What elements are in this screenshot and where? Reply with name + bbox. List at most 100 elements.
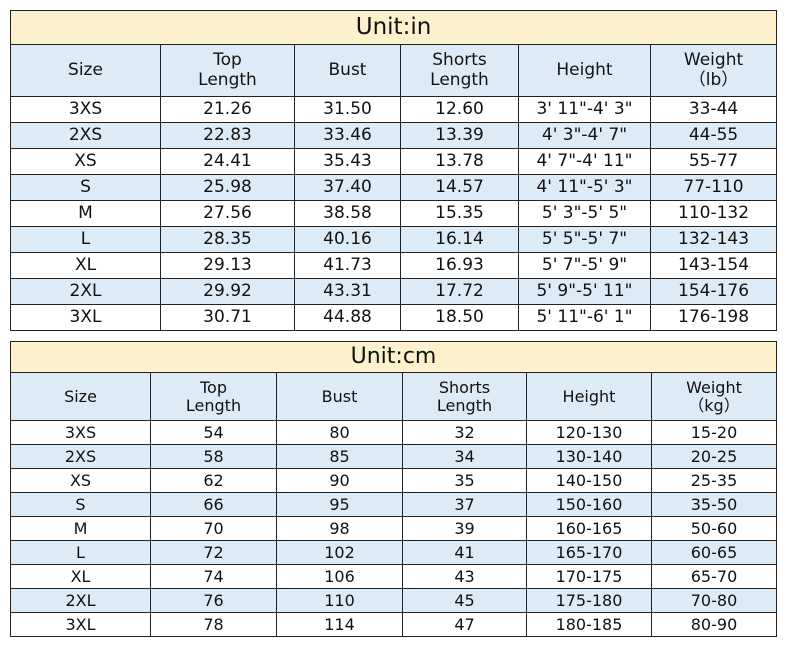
column-header: Weight （kg） <box>650 372 778 421</box>
table-row: 2XS 22.83 33.46 13.39 4' 3"-4' 7" 44-55 <box>10 122 778 149</box>
table-cell: 120-130 <box>526 420 652 445</box>
table-cell: 3XL <box>10 304 161 331</box>
table-cell: 4' 11"-5' 3" <box>518 174 651 201</box>
table-cell: 21.26 <box>160 96 295 123</box>
table-cell: 3XS <box>10 96 161 123</box>
table-cell: 85 <box>276 444 403 469</box>
table-cell: 110-132 <box>649 200 778 227</box>
table-cell: 55-77 <box>649 148 778 175</box>
table-cell: 95 <box>276 492 403 517</box>
table-cell: 25.98 <box>160 174 295 201</box>
table-cell: 5' 11"-6' 1" <box>518 304 651 331</box>
table-row: 3XS 54 80 32 120-130 15-20 <box>10 420 778 445</box>
table-cell: 13.78 <box>400 148 519 175</box>
table-cell: 140-150 <box>526 468 652 493</box>
table-cell: 25-35 <box>650 468 778 493</box>
table-cell: 114 <box>276 612 403 637</box>
table-cell: 3XS <box>10 420 151 445</box>
table-cell: 70-80 <box>650 588 778 613</box>
table-row: S 66 95 37 150-160 35-50 <box>10 492 778 517</box>
table-row: L 28.35 40.16 16.14 5' 5"-5' 7" 132-143 <box>10 226 778 253</box>
table-row: L 72 102 41 165-170 60-65 <box>10 540 778 565</box>
table-cell: 30.71 <box>160 304 295 331</box>
table-row: XS 24.41 35.43 13.78 4' 7"-4' 11" 55-77 <box>10 148 778 175</box>
table-cell: 4' 3"-4' 7" <box>518 122 651 149</box>
table-cell: 3XL <box>10 612 151 637</box>
table-cell: 5' 5"-5' 7" <box>518 226 651 253</box>
column-header: Weight （lb） <box>649 44 778 97</box>
column-header: Bust <box>276 372 403 421</box>
size-table-cm: Unit:cm Size Top Length Bust Shorts Length He… <box>9 341 778 637</box>
table-cell: 45 <box>402 588 527 613</box>
table-cell: 2XL <box>10 278 161 305</box>
column-header: Height <box>526 372 652 421</box>
table-cell: 37.40 <box>294 174 401 201</box>
header-row: Size Top Length Bust Shorts Length Height Wei… <box>10 372 778 421</box>
table-cell: 70 <box>150 516 277 541</box>
column-header: Bust <box>294 44 401 97</box>
table-title: Unit:cm <box>9 341 778 373</box>
table-cell: 43 <box>402 564 527 589</box>
table-cell: 15.35 <box>400 200 519 227</box>
table-cell: 130-140 <box>526 444 652 469</box>
table-cell: 65-70 <box>650 564 778 589</box>
table-cell: 40.16 <box>294 226 401 253</box>
table-cell: 176-198 <box>649 304 778 331</box>
table-cell: 62 <box>150 468 277 493</box>
table-row: 2XL 29.92 43.31 17.72 5' 9"-5' 11" 154-176 <box>10 278 778 305</box>
table-cell: 28.35 <box>160 226 295 253</box>
table-cell: L <box>10 540 151 565</box>
table-cell: 15-20 <box>650 420 778 445</box>
table-cell: 35 <box>402 468 527 493</box>
table-cell: 16.93 <box>400 252 519 279</box>
table-cell: 35.43 <box>294 148 401 175</box>
table-cell: 106 <box>276 564 403 589</box>
column-header: Height <box>518 44 651 97</box>
column-header: Size <box>10 44 161 97</box>
table-cell: 33-44 <box>649 96 778 123</box>
table-cell: 58 <box>150 444 277 469</box>
table-cell: 80 <box>276 420 403 445</box>
table-cell: 2XS <box>10 444 151 469</box>
table-cell: 29.92 <box>160 278 295 305</box>
table-row: XL 29.13 41.73 16.93 5' 7"-5' 9" 143-154 <box>10 252 778 279</box>
table-cell: 24.41 <box>160 148 295 175</box>
table-cell: 39 <box>402 516 527 541</box>
table-cell: 32 <box>402 420 527 445</box>
table-row: XS 62 90 35 140-150 25-35 <box>10 468 778 493</box>
table-cell: 14.57 <box>400 174 519 201</box>
table-cell: 60-65 <box>650 540 778 565</box>
table-cell: 78 <box>150 612 277 637</box>
table-cell: 20-25 <box>650 444 778 469</box>
table-cell: XL <box>10 564 151 589</box>
table-cell: 35-50 <box>650 492 778 517</box>
column-header: Size <box>10 372 151 421</box>
table-cell: 2XL <box>10 588 151 613</box>
table-cell: 50-60 <box>650 516 778 541</box>
column-header: Top Length <box>150 372 277 421</box>
table-cell: 34 <box>402 444 527 469</box>
table-cell: 38.58 <box>294 200 401 227</box>
table-title-row: Unit:in <box>9 10 778 45</box>
table-cell: 154-176 <box>649 278 778 305</box>
table-cell: 72 <box>150 540 277 565</box>
table-row: 2XS 58 85 34 130-140 20-25 <box>10 444 778 469</box>
table-cell: 102 <box>276 540 403 565</box>
table-cell: 132-143 <box>649 226 778 253</box>
table-cell: 17.72 <box>400 278 519 305</box>
table-cell: 180-185 <box>526 612 652 637</box>
table-row: 2XL 76 110 45 175-180 70-80 <box>10 588 778 613</box>
table-cell: 22.83 <box>160 122 295 149</box>
table-cell: S <box>10 492 151 517</box>
table-row: M 27.56 38.58 15.35 5' 3"-5' 5" 110-132 <box>10 200 778 227</box>
table-cell: 37 <box>402 492 527 517</box>
table-cell: 98 <box>276 516 403 541</box>
table-cell: 74 <box>150 564 277 589</box>
table-cell: 33.46 <box>294 122 401 149</box>
table-cell: 43.31 <box>294 278 401 305</box>
table-cell: 29.13 <box>160 252 295 279</box>
table-cell: 90 <box>276 468 403 493</box>
table-cell: M <box>10 516 151 541</box>
table-cell: 76 <box>150 588 277 613</box>
table-cell: 5' 7"-5' 9" <box>518 252 651 279</box>
